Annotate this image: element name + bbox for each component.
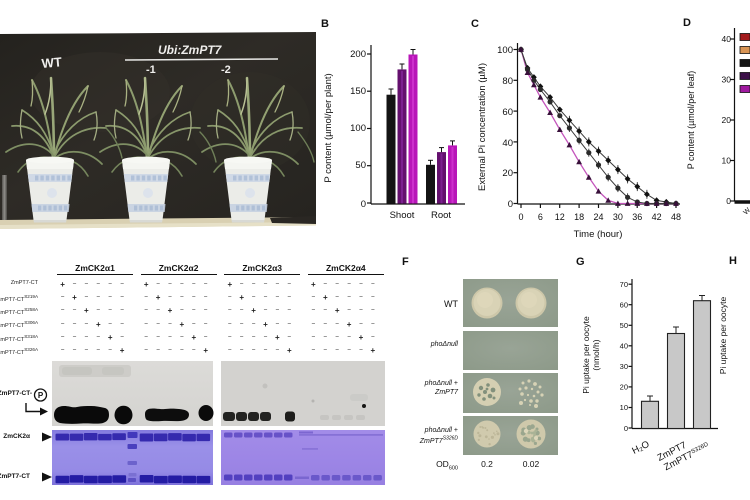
svg-text:0: 0 — [508, 199, 513, 210]
svg-text:40: 40 — [620, 342, 628, 351]
svg-text:200: 200 — [350, 49, 366, 60]
svg-text:80: 80 — [502, 76, 513, 87]
svg-text:12: 12 — [555, 212, 565, 222]
svg-text:10: 10 — [620, 403, 628, 412]
svg-text:18: 18 — [574, 212, 584, 222]
svg-text:48: 48 — [671, 212, 681, 222]
svg-text:30: 30 — [613, 212, 623, 222]
svg-text:P content (µmol/per plant): P content (µmol/per plant) — [323, 73, 334, 182]
svg-text:0: 0 — [518, 212, 523, 222]
svg-text:150: 150 — [350, 86, 366, 97]
svg-text:-1: -1 — [146, 64, 156, 76]
svg-text:Shoot: Shoot — [390, 210, 415, 221]
svg-text:50: 50 — [355, 160, 366, 171]
svg-text:0: 0 — [624, 424, 628, 433]
svg-text:60: 60 — [502, 107, 513, 118]
svg-text:60: 60 — [620, 301, 628, 310]
svg-text:36: 36 — [632, 212, 642, 222]
svg-text:100: 100 — [350, 123, 366, 134]
svg-text:WT: WT — [41, 54, 63, 71]
svg-text:Pi uptake per oocyte: Pi uptake per oocyte — [581, 316, 591, 394]
svg-text:30: 30 — [722, 75, 732, 85]
svg-text:30: 30 — [620, 362, 628, 371]
svg-text:0: 0 — [361, 199, 366, 210]
svg-text:P: P — [38, 391, 44, 400]
svg-text:10: 10 — [722, 156, 732, 166]
svg-text:100: 100 — [497, 45, 513, 56]
svg-text:0: 0 — [726, 196, 731, 206]
svg-text:40: 40 — [502, 138, 513, 149]
svg-text:20: 20 — [722, 115, 732, 125]
svg-text:50: 50 — [620, 321, 628, 330]
svg-text:Root: Root — [431, 210, 451, 221]
svg-text:40: 40 — [722, 34, 732, 44]
svg-text:20: 20 — [502, 168, 513, 179]
svg-text:Time (hour): Time (hour) — [574, 229, 623, 240]
svg-text:24: 24 — [593, 212, 603, 222]
svg-text:H₂O: H₂O — [630, 439, 651, 457]
svg-text:P content (µmol/per leaf): P content (µmol/per leaf) — [686, 71, 696, 170]
svg-text:6: 6 — [538, 212, 543, 222]
svg-text:External Pi concentration (µM): External Pi concentration (µM) — [477, 63, 488, 191]
svg-text:70: 70 — [620, 280, 628, 289]
svg-text:Ubi:ZmPT7: Ubi:ZmPT7 — [158, 43, 223, 57]
svg-text:-2: -2 — [221, 64, 231, 76]
svg-text:(nmol/h): (nmol/h) — [591, 339, 601, 370]
svg-text:W: W — [742, 207, 750, 217]
svg-text:20: 20 — [620, 383, 628, 392]
svg-text:42: 42 — [652, 212, 662, 222]
